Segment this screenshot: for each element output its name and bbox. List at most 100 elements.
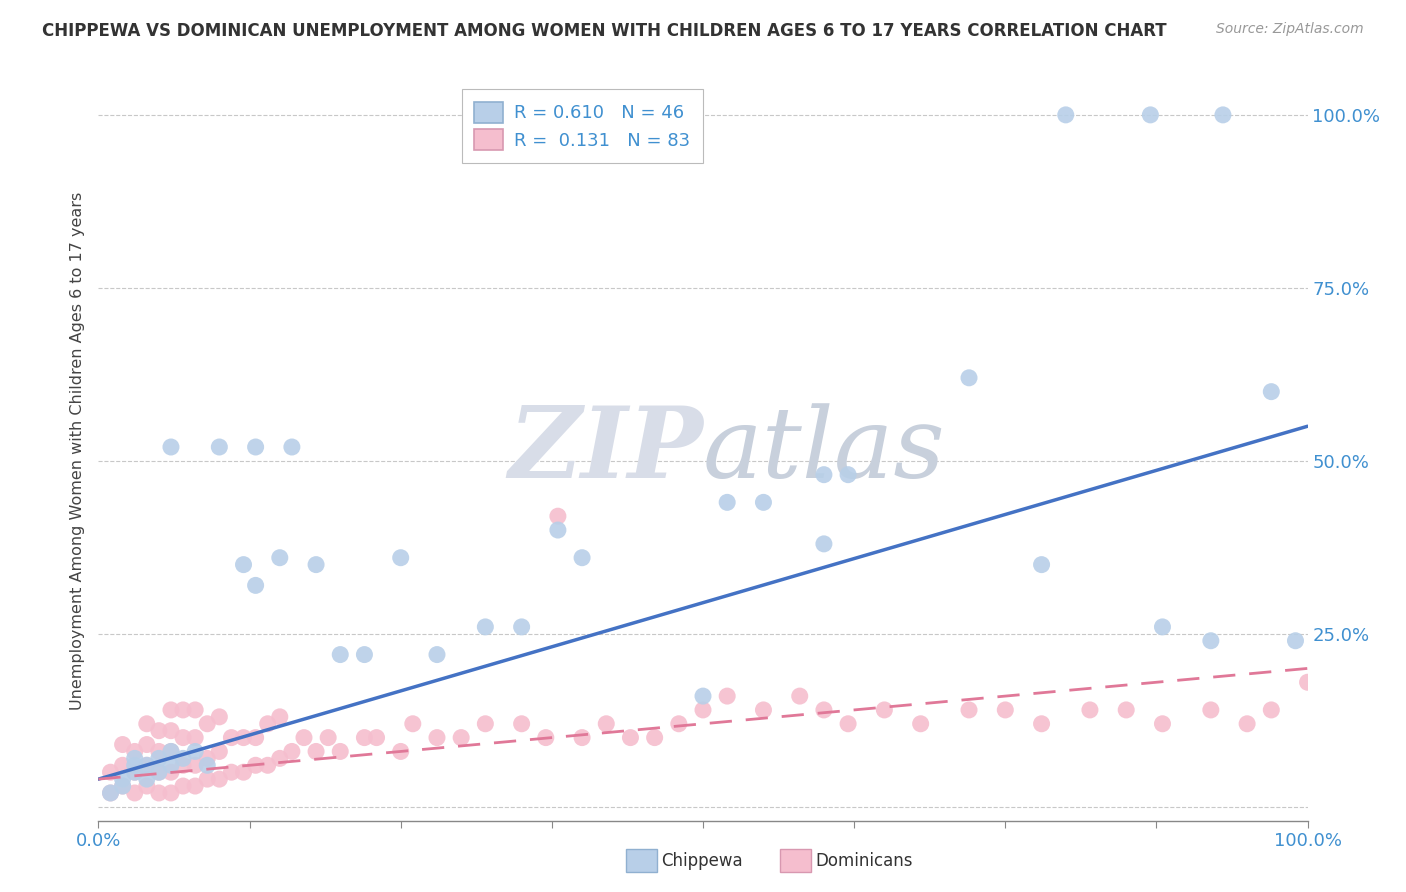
Point	[547, 523, 569, 537]
Point	[148, 751, 170, 765]
Point	[305, 744, 328, 758]
Point	[172, 779, 194, 793]
Point	[221, 731, 243, 745]
Point	[256, 716, 278, 731]
Point	[1296, 675, 1319, 690]
Text: atlas: atlas	[703, 403, 946, 498]
Point	[510, 716, 533, 731]
Point	[160, 744, 183, 758]
Point	[837, 467, 859, 482]
Point	[148, 765, 170, 780]
Point	[571, 731, 593, 745]
Point	[160, 765, 183, 780]
Point	[281, 440, 304, 454]
Text: ZIP: ZIP	[508, 402, 703, 499]
Point	[281, 744, 304, 758]
Text: Dominicans: Dominicans	[815, 852, 912, 870]
Point	[450, 731, 472, 745]
Point	[1031, 716, 1053, 731]
Point	[994, 703, 1017, 717]
Point	[195, 716, 218, 731]
Point	[813, 703, 835, 717]
Point	[644, 731, 666, 745]
Point	[184, 758, 207, 772]
Point	[910, 716, 932, 731]
Point	[957, 371, 980, 385]
Point	[1115, 703, 1137, 717]
Point	[1054, 108, 1077, 122]
Point	[1284, 633, 1306, 648]
Point	[534, 731, 557, 745]
Point	[100, 765, 122, 780]
Point	[1260, 384, 1282, 399]
Point	[329, 744, 352, 758]
Point	[100, 786, 122, 800]
Point	[510, 620, 533, 634]
Point	[160, 758, 183, 772]
Point	[1152, 620, 1174, 634]
Point	[692, 703, 714, 717]
Point	[474, 716, 496, 731]
Point	[269, 550, 291, 565]
Point	[402, 716, 425, 731]
Point	[256, 758, 278, 772]
Point	[124, 786, 146, 800]
Point	[111, 738, 134, 752]
Point	[474, 620, 496, 634]
Point	[172, 758, 194, 772]
Point	[195, 758, 218, 772]
Point	[221, 765, 243, 780]
Point	[135, 758, 157, 772]
Y-axis label: Unemployment Among Women with Children Ages 6 to 17 years: Unemployment Among Women with Children A…	[69, 192, 84, 709]
Point	[1031, 558, 1053, 572]
Point	[1212, 108, 1234, 122]
Point	[184, 703, 207, 717]
Point	[208, 772, 231, 786]
Point	[135, 758, 157, 772]
Point	[353, 731, 375, 745]
Point	[245, 578, 267, 592]
Point	[353, 648, 375, 662]
Point	[547, 509, 569, 524]
Point	[389, 550, 412, 565]
Point	[160, 703, 183, 717]
Point	[292, 731, 315, 745]
Point	[148, 765, 170, 780]
Point	[111, 758, 134, 772]
Point	[668, 716, 690, 731]
Point	[813, 467, 835, 482]
Point	[148, 786, 170, 800]
Point	[245, 440, 267, 454]
Point	[195, 751, 218, 765]
Point	[716, 495, 738, 509]
Point	[232, 731, 254, 745]
Point	[160, 440, 183, 454]
Point	[245, 758, 267, 772]
Point	[426, 731, 449, 745]
Point	[135, 772, 157, 786]
Point	[208, 710, 231, 724]
Point	[100, 786, 122, 800]
Legend: R = 0.610   N = 46, R =  0.131   N = 83: R = 0.610 N = 46, R = 0.131 N = 83	[461, 89, 703, 162]
Point	[1260, 703, 1282, 717]
Point	[329, 648, 352, 662]
Point	[232, 765, 254, 780]
Point	[124, 744, 146, 758]
Text: Chippewa: Chippewa	[661, 852, 742, 870]
Point	[135, 779, 157, 793]
Point	[752, 495, 775, 509]
Point	[184, 731, 207, 745]
Point	[245, 731, 267, 745]
Point	[195, 772, 218, 786]
Point	[172, 731, 194, 745]
Point	[813, 537, 835, 551]
Point	[160, 744, 183, 758]
Point	[111, 772, 134, 786]
Point	[135, 716, 157, 731]
Point	[571, 550, 593, 565]
Point	[957, 703, 980, 717]
Text: Source: ZipAtlas.com: Source: ZipAtlas.com	[1216, 22, 1364, 37]
Point	[208, 440, 231, 454]
Point	[595, 716, 617, 731]
Point	[1199, 703, 1222, 717]
